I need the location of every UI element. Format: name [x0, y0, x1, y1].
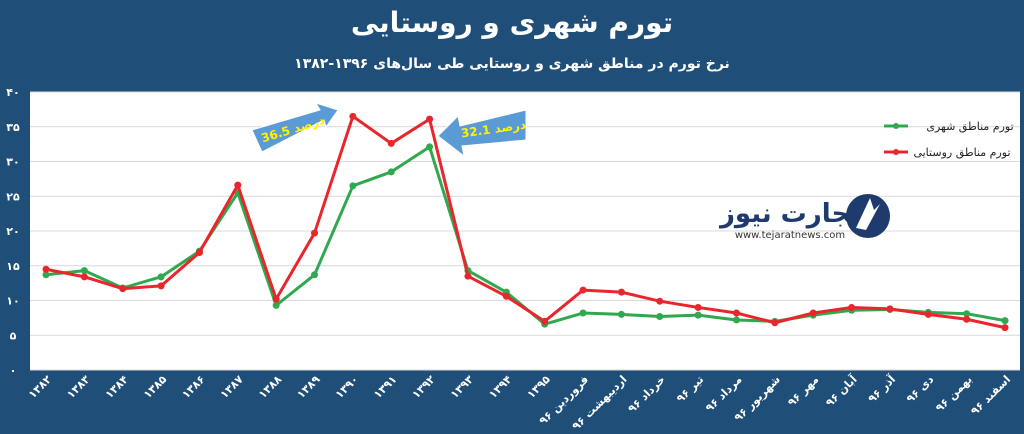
x-tick-label: ۱۳۸۴	[103, 373, 131, 401]
data-point-rural	[732, 309, 740, 317]
legend-marker-rural	[893, 149, 899, 155]
y-tick-label: ۳۰	[6, 156, 19, 169]
data-point-rural	[1001, 324, 1009, 332]
data-point-urban	[732, 316, 740, 324]
x-tick-label: آذر ۹۶	[865, 372, 898, 405]
x-tick-label: ۱۳۸۳	[64, 373, 92, 401]
data-point-rural	[541, 317, 549, 325]
chart-title: تورم شهری و روستایی	[350, 6, 674, 39]
data-point-rural	[234, 181, 242, 189]
data-point-rural	[272, 295, 280, 303]
data-point-urban	[579, 309, 587, 317]
callout-right: 32.1 درصد	[437, 109, 527, 158]
y-tick-label: ۲۰	[6, 225, 19, 238]
x-tick-label: دی ۹۶	[904, 373, 937, 406]
data-point-rural	[426, 115, 434, 123]
data-point-rural	[387, 139, 395, 147]
data-point-rural	[694, 303, 702, 311]
data-point-urban	[694, 311, 702, 319]
data-point-rural	[311, 229, 319, 237]
data-point-rural	[579, 286, 587, 294]
callout-right-arrow	[437, 109, 527, 158]
x-axis-ticks: ۱۳۸۲ ۱۳۸۳ ۱۳۸۴ ۱۳۸۵ ۱۳۸۶ ۱۳۸۷ ۱۳۸۸ ۱۳۸۹ ۱۳۹۰ ۱۳۹۱…	[26, 372, 1013, 433]
data-point-urban	[157, 273, 165, 281]
data-point-urban	[426, 143, 434, 151]
y-tick-label: ۵	[10, 329, 17, 342]
data-point-rural	[502, 292, 510, 300]
logo-wordmark: تجارت نیوز	[718, 199, 860, 229]
x-tick-label: آبان ۹۶	[822, 372, 859, 409]
chart-subtitle: نرخ تورم در مناطق شهری و روستایی طی سال‌…	[294, 56, 730, 72]
data-point-rural	[42, 265, 50, 273]
data-point-rural	[656, 297, 664, 305]
gridlines	[30, 91, 1020, 371]
y-tick-label: ۴۰	[6, 86, 19, 99]
x-tick-label: ۱۳۹۲	[410, 373, 438, 401]
data-point-urban	[656, 312, 664, 320]
data-point-urban	[617, 310, 625, 318]
legend-label-urban: تورم مناطق شهری	[926, 120, 1013, 134]
series-lines	[42, 112, 1009, 332]
data-point-rural	[195, 249, 203, 257]
x-tick-label: ۱۳۸۷	[218, 373, 246, 401]
callout-left-arrow	[251, 102, 339, 153]
y-tick-label: ۱۰	[6, 295, 19, 308]
data-point-rural	[924, 310, 932, 318]
x-tick-label: ۱۳۹۳	[448, 373, 476, 401]
data-point-rural	[848, 303, 856, 311]
data-point-rural	[464, 272, 472, 280]
x-tick-label: اسفند ۹۶	[968, 373, 1013, 418]
legend: تورم مناطق شهری تورم مناطق روستایی	[884, 120, 1014, 160]
x-tick-label: مهر ۹۶	[785, 373, 821, 409]
x-tick-label: ۱۳۹۰	[333, 373, 361, 401]
data-point-urban	[963, 310, 971, 318]
y-tick-label: ۲۵	[6, 190, 20, 203]
legend-marker-urban	[893, 123, 899, 129]
data-point-rural	[963, 315, 971, 323]
data-point-urban	[349, 182, 357, 190]
logo-emblem-mark	[856, 198, 880, 230]
data-point-rural	[119, 285, 127, 293]
data-point-urban	[272, 301, 280, 309]
data-point-rural	[157, 282, 165, 290]
x-tick-label: ۱۳۹۵	[525, 373, 553, 401]
data-point-urban	[1001, 317, 1009, 325]
x-tick-label: ۱۳۹۴	[486, 373, 514, 401]
x-tick-label: تیر ۹۶	[674, 373, 706, 405]
y-axis-ticks: ۰ ۵ ۱۰ ۱۵ ۲۰ ۲۵ ۳۰ ۳۵ ۴۰	[6, 86, 20, 377]
data-point-rural	[349, 112, 357, 120]
data-point-rural	[617, 288, 625, 296]
y-tick-label: ۳۵	[6, 121, 20, 134]
y-tick-label: ۰	[10, 364, 17, 377]
x-tick-label: خرداد ۹۶	[625, 373, 668, 416]
data-point-rural	[886, 305, 894, 313]
data-point-urban	[80, 267, 88, 275]
logo-url: www.tejaratnews.com	[735, 230, 845, 241]
data-point-rural	[80, 273, 88, 281]
data-point-urban	[42, 271, 50, 279]
x-tick-label: ۱۳۸۹	[294, 373, 322, 401]
data-point-urban	[311, 271, 319, 279]
data-point-rural	[809, 309, 817, 317]
tejaratnews-logo: تجارت نیوز www.tejaratnews.com	[718, 194, 890, 241]
legend-label-rural: تورم مناطق روستایی	[913, 146, 1010, 160]
y-tick-label: ۱۵	[6, 260, 20, 273]
x-tick-label: ۱۳۹۱	[371, 373, 399, 401]
data-point-rural	[771, 319, 779, 327]
x-tick-label: ۱۳۸۲	[26, 373, 54, 401]
x-tick-label: ۱۳۸۸	[256, 373, 284, 401]
x-tick-label: ۱۳۸۵	[141, 373, 169, 401]
data-point-urban	[387, 168, 395, 176]
x-tick-label: ۱۳۸۶	[179, 373, 207, 401]
series-line-rural	[45, 114, 1006, 330]
